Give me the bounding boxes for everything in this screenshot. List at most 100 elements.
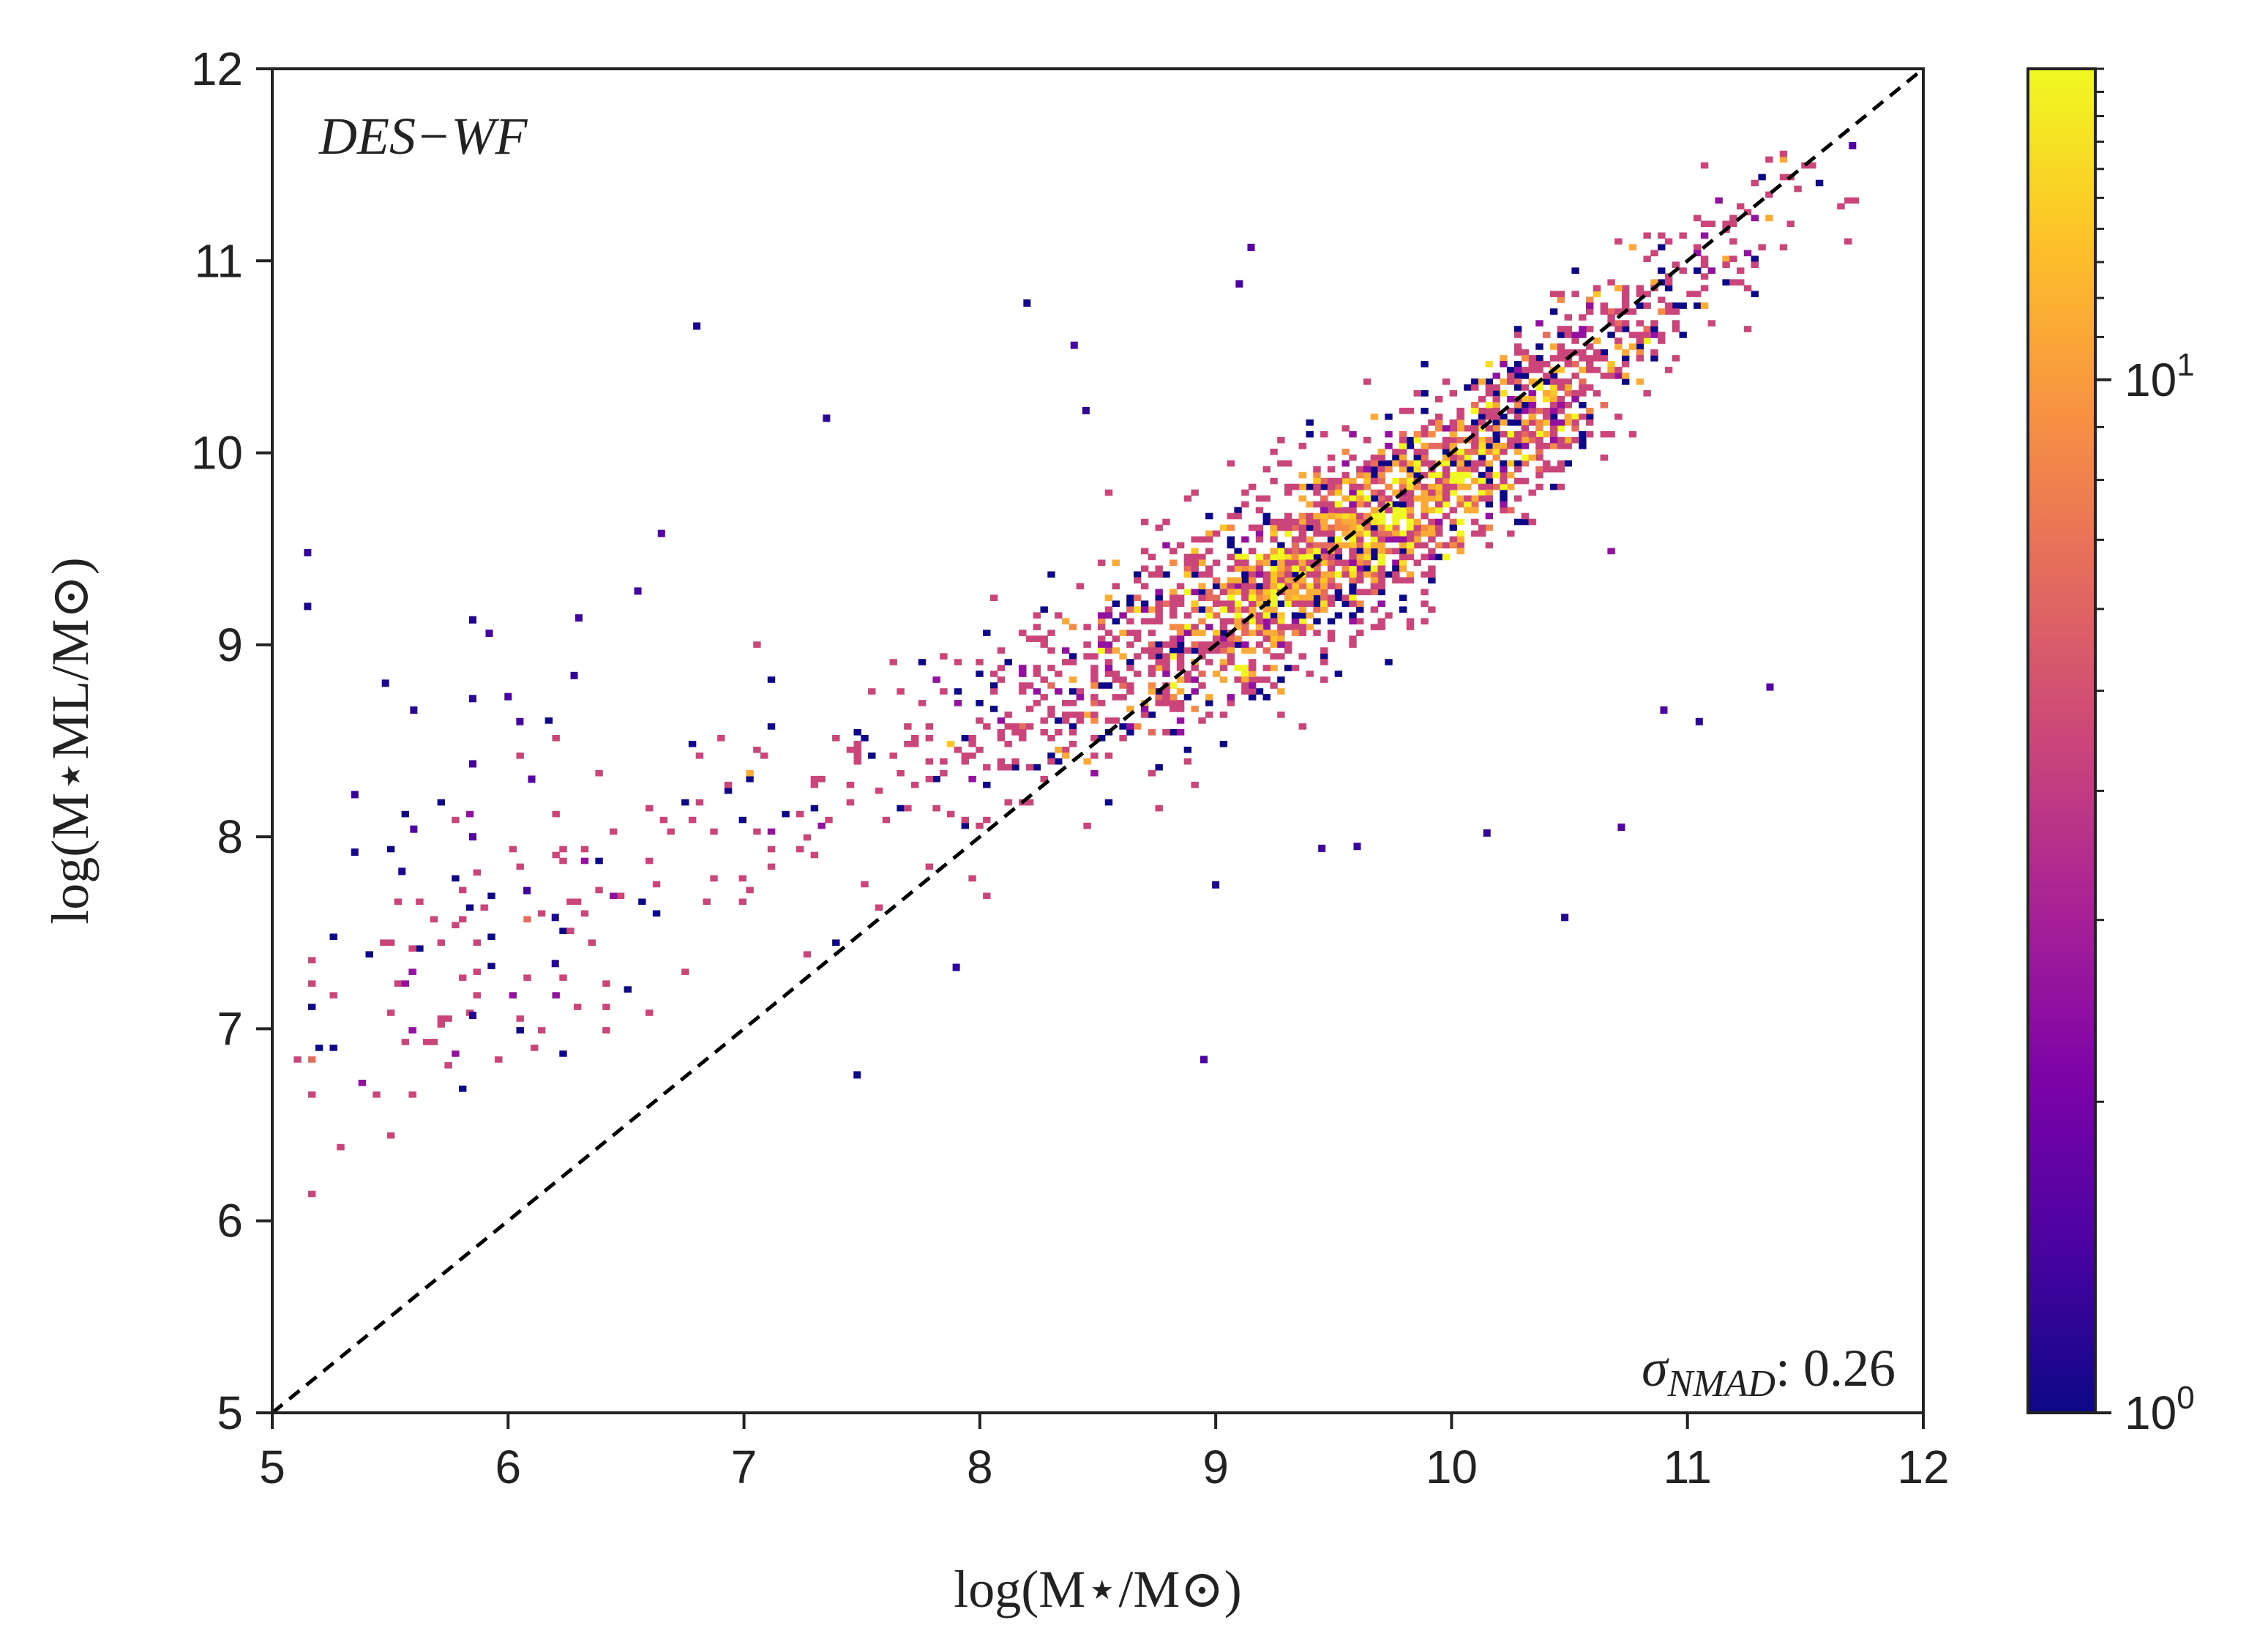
density-cell [1435,442,1443,449]
density-cell [1284,577,1292,584]
density-cell [1672,320,1680,326]
density-cell [1449,518,1457,526]
density-cell [1349,600,1357,607]
density-cell [738,898,746,906]
density-cell [1356,495,1364,502]
density-cell [1112,676,1120,683]
density-cell [394,898,403,906]
density-cell [1241,665,1249,671]
density-cell [1148,606,1156,613]
density-cell [1549,466,1558,473]
density-cell [1313,606,1321,613]
density-cell [1513,373,1522,379]
density-cell [1255,641,1264,648]
density-cell [882,816,891,824]
density-cell [1112,618,1120,624]
density-cell [1284,530,1292,537]
outlier-point [551,914,559,922]
density-cell [1356,565,1364,572]
density-cell [487,963,495,969]
density-cell [1055,729,1063,736]
density-cell [1435,553,1443,561]
density-cell [1406,536,1415,543]
density-cell [1413,436,1421,444]
density-cell [1255,688,1264,695]
density-cell [1104,489,1113,496]
density-cell [1622,326,1630,332]
density-cell [1500,477,1508,485]
density-cell [1722,220,1730,228]
density-cell [1134,630,1142,636]
density-cell [1349,454,1357,461]
density-cell [1227,583,1235,590]
density-cell [703,898,711,906]
density-cell [1176,542,1185,549]
density-cell [954,659,962,665]
density-cell [1399,454,1407,461]
density-cell [1528,414,1536,420]
density-cell [1564,414,1572,420]
outlier-point [634,587,642,595]
density-cell [1377,583,1385,590]
density-cell [1607,548,1615,555]
density-cell [1521,402,1530,408]
density-cell [1068,659,1077,665]
density-cell [1643,302,1651,309]
density-cell [1349,612,1357,619]
density-cell [1255,594,1264,601]
density-cell [1500,390,1508,397]
density-cell [1140,618,1149,624]
density-cell [1183,676,1192,683]
density-cell [459,916,467,923]
density-cell [1349,589,1357,596]
density-cell [1406,495,1415,502]
density-cell [1399,565,1407,572]
density-cell [875,904,883,911]
colorbar-tick-label: 100 [2125,1380,2195,1439]
density-cell [1219,524,1228,531]
density-cell [1033,635,1041,642]
density-cell [602,1027,610,1034]
density-cell [1370,507,1379,514]
density-cell [1098,641,1106,648]
density-cell [961,753,969,759]
y-tick-label: 5 [217,1386,243,1439]
density-cell [1341,495,1350,502]
density-cell [1083,653,1091,660]
density-cell [1241,571,1249,578]
density-cell [1521,518,1530,526]
density-cell [1485,408,1494,414]
density-cell [1370,553,1379,561]
density-cell [1047,735,1055,742]
density-cell [1076,694,1084,701]
density-cell [1751,291,1759,297]
density-cell [1521,436,1530,444]
outlier-point [575,614,583,622]
density-cell [1593,390,1601,397]
density-cell [1535,343,1543,350]
density-cell [1579,436,1587,444]
density-cell [1176,647,1185,654]
density-cell [1241,630,1249,636]
density-cell [452,922,460,929]
density-cell [1104,682,1113,689]
density-cell [1176,583,1185,590]
density-cell [1449,442,1457,449]
density-cell [1126,630,1134,636]
density-cell [1234,618,1242,624]
density-cell [1700,261,1709,268]
density-cell [1377,495,1385,502]
density-cell [1442,553,1451,561]
density-cell [1205,594,1213,601]
density-cell [1306,594,1314,601]
density-cell [1183,624,1192,630]
density-cell [1356,483,1364,490]
density-cell [1306,589,1314,596]
density-cell [1155,600,1163,607]
density-cell [1442,466,1451,473]
density-cell [1751,179,1759,187]
density-cell [1270,559,1278,567]
density-cell [1327,507,1336,514]
density-cell [1313,477,1321,485]
density-cell [1399,408,1407,414]
